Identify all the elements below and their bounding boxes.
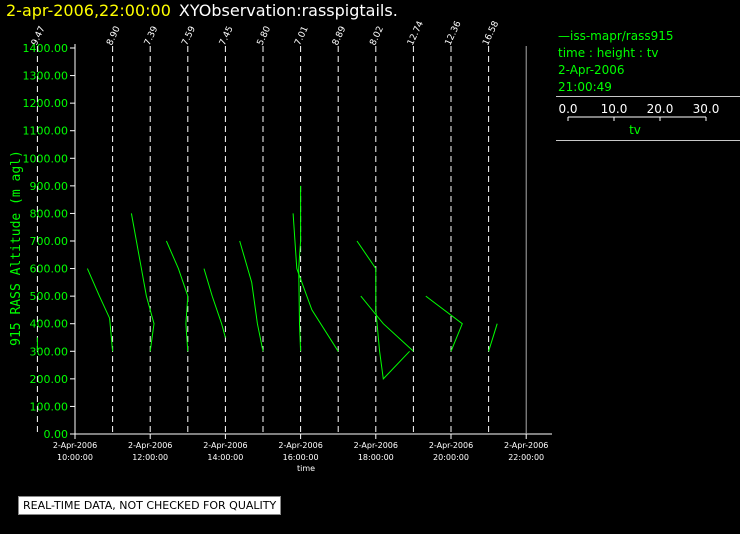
y-axis-label: 915 RASS Altitude (m agl) xyxy=(9,150,24,346)
profile-label: 12.36 xyxy=(444,19,464,47)
legend-scale-tick-label: 30.0 xyxy=(693,102,720,116)
y-tick-label: 300.00 xyxy=(30,345,69,358)
y-tick-label: 1400.00 xyxy=(23,42,69,55)
profile-series-line xyxy=(86,268,114,352)
y-tick-label: 400.00 xyxy=(30,318,69,331)
x-tick-label-time: 18:00:00 xyxy=(358,453,394,462)
y-tick-label: 900.00 xyxy=(30,180,69,193)
legend-scale-label: tv xyxy=(629,123,641,137)
y-tick-label: 200.00 xyxy=(30,373,69,386)
x-axis-label: time xyxy=(297,464,315,473)
y-tick-label: 1200.00 xyxy=(23,97,69,110)
profile-series-line xyxy=(298,185,302,352)
legend-divider xyxy=(556,96,740,97)
profile-label: 8.89 xyxy=(331,25,349,48)
profile-series-line xyxy=(239,240,264,352)
x-tick-label-date: 2-Apr-2006 xyxy=(504,441,548,450)
x-tick-label-time: 10:00:00 xyxy=(57,453,93,462)
profile-series-line xyxy=(360,295,414,352)
x-tick-label-time: 20:00:00 xyxy=(433,453,469,462)
y-tick-label: 1000.00 xyxy=(23,152,69,165)
quality-disclaimer: REAL-TIME DATA, NOT CHECKED FOR QUALITY xyxy=(18,496,282,515)
y-tick-label: 700.00 xyxy=(30,235,69,248)
y-tick-label: 600.00 xyxy=(30,263,69,276)
y-tick-label: 1300.00 xyxy=(23,70,69,83)
header-observation: XYObservation:rasspigtails. xyxy=(178,1,398,20)
x-tick-label-time: 22:00:00 xyxy=(508,453,544,462)
legend-panel: —iss-mapr/rass915 time : height : tv 2-A… xyxy=(556,28,740,141)
profile-label: 7.45 xyxy=(218,25,236,47)
profile-label: 7.39 xyxy=(143,25,161,48)
profile-guides: 9.47 8.90 7.39 7.59 7.45 5.80 7.01 8.89 8.02 12.7… xyxy=(30,19,527,434)
x-tick-label-date: 2-Apr-2006 xyxy=(53,441,97,450)
profile-series-line xyxy=(130,213,155,352)
legend-scale-tick-label: 20.0 xyxy=(647,102,674,116)
y-tick-label: 800.00 xyxy=(30,207,69,220)
profile-label: 8.02 xyxy=(368,25,386,47)
legend-axes: time : height : tv xyxy=(558,46,659,60)
y-tick-label: 1100.00 xyxy=(23,125,69,138)
y-tick-label: 0.00 xyxy=(44,428,69,441)
x-tick-label-date: 2-Apr-2006 xyxy=(429,441,473,450)
legend-series: —iss-mapr/rass915 xyxy=(558,29,674,43)
axes-group: 0.00 100.00 200.00 300.00 400.00 500.00 600.00… xyxy=(23,42,552,462)
x-tick-label-date: 2-Apr-2006 xyxy=(278,441,322,450)
profile-series-line xyxy=(356,240,410,380)
x-tick-label-time: 12:00:00 xyxy=(132,453,168,462)
profile-series-line xyxy=(292,213,339,352)
legend-date: 2-Apr-2006 xyxy=(558,63,625,77)
profile-series-line xyxy=(165,240,189,352)
profile-series-line xyxy=(488,323,498,352)
profile-label: 16.58 xyxy=(481,19,501,47)
legend-scale-tick-label: 0.0 xyxy=(558,102,577,116)
legend-time: 21:00:49 xyxy=(558,80,612,94)
legend-scale: 0.0 10.0 20.0 30.0 tv xyxy=(558,102,720,137)
y-tick-label: 100.00 xyxy=(30,400,69,413)
profile-series-line xyxy=(203,268,226,338)
y-tick-label: 500.00 xyxy=(30,290,69,303)
x-tick-label-date: 2-Apr-2006 xyxy=(203,441,247,450)
profile-label: 8.90 xyxy=(105,25,123,48)
x-tick-label-date: 2-Apr-2006 xyxy=(128,441,172,450)
chart-header: 2-apr-2006,22:00:00 XYObservation:rasspig… xyxy=(6,0,398,22)
profile-label: 7.59 xyxy=(180,25,198,48)
legend-divider-bottom xyxy=(556,140,740,141)
profile-series-line xyxy=(425,295,463,352)
profile-label: 7.01 xyxy=(293,25,311,47)
legend-scale-tick-label: 10.0 xyxy=(601,102,628,116)
profile-label: 12.74 xyxy=(406,19,426,47)
header-datetime: 2-apr-2006,22:00:00 xyxy=(6,1,171,20)
x-tick-label-date: 2-Apr-2006 xyxy=(354,441,398,450)
x-tick-label-time: 14:00:00 xyxy=(207,453,243,462)
series-group xyxy=(36,185,498,380)
profile-label: 5.80 xyxy=(256,25,274,48)
x-tick-label-time: 16:00:00 xyxy=(283,453,319,462)
